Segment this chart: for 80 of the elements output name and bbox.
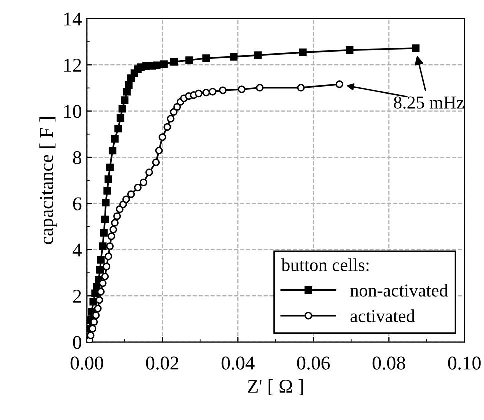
point — [155, 146, 164, 155]
point — [160, 60, 168, 68]
point — [202, 54, 210, 62]
point — [90, 298, 98, 306]
x-tick-label: 0.00 — [70, 356, 104, 370]
y-tick-label: 4 — [72, 244, 82, 257]
point — [90, 318, 98, 326]
point — [111, 135, 119, 143]
point — [108, 146, 117, 155]
point — [134, 184, 142, 192]
x-tick-label: 0.08 — [372, 356, 406, 370]
point — [96, 266, 104, 274]
point — [102, 262, 111, 271]
point — [146, 168, 154, 176]
point — [195, 90, 203, 98]
y-tick-label: 6 — [73, 198, 82, 211]
point — [122, 196, 130, 204]
point — [299, 48, 307, 56]
point — [170, 108, 178, 116]
point — [104, 252, 112, 260]
point — [125, 81, 133, 90]
point — [114, 125, 122, 133]
point — [174, 103, 182, 111]
point — [297, 84, 305, 92]
point — [104, 176, 112, 184]
y-tick-label: 10 — [64, 105, 82, 118]
legend-label: activated — [350, 310, 416, 322]
point — [116, 114, 125, 122]
point — [96, 296, 104, 304]
point — [118, 105, 126, 113]
point — [127, 190, 136, 198]
point — [186, 56, 194, 64]
y-tick-label: 14 — [64, 12, 82, 26]
point — [94, 304, 102, 313]
point — [108, 232, 116, 240]
point — [114, 212, 122, 220]
point — [164, 123, 172, 132]
point — [101, 272, 110, 281]
point — [167, 115, 175, 123]
point — [104, 187, 112, 195]
point — [256, 84, 264, 92]
point — [209, 88, 217, 96]
point — [412, 44, 420, 52]
point — [170, 58, 178, 66]
x-tick-label: 0.06 — [297, 356, 330, 370]
x-tick-label: 0.04 — [222, 356, 255, 370]
x-tick-label: 0.10 — [448, 356, 481, 370]
point — [152, 158, 160, 166]
point — [158, 134, 166, 142]
point — [219, 86, 227, 94]
point — [87, 332, 95, 340]
point — [120, 200, 128, 208]
point — [202, 89, 210, 97]
point — [101, 216, 110, 224]
point — [336, 80, 344, 88]
point — [230, 53, 238, 61]
point — [110, 226, 118, 234]
legend-label: non-activated — [350, 284, 448, 297]
point — [97, 256, 105, 264]
y-tick-label: 8 — [73, 151, 82, 164]
point — [102, 198, 110, 207]
y-tick-label: 12 — [64, 58, 82, 72]
point — [346, 46, 354, 54]
y-tick-label: 2 — [73, 290, 82, 303]
point — [92, 312, 100, 320]
point — [100, 229, 108, 237]
legend-title: button cells: — [282, 258, 369, 272]
point — [153, 62, 161, 70]
y-tick-label: 0 — [73, 336, 82, 350]
point — [254, 52, 262, 60]
x-axis-title: Z' [ Ω ] — [248, 379, 304, 396]
point — [106, 242, 114, 250]
y-axis-title: capacitance [ F ] — [40, 118, 58, 244]
point — [238, 86, 246, 94]
point — [140, 178, 148, 186]
point — [121, 96, 129, 104]
x-tick-label: 0.02 — [146, 356, 179, 370]
point — [106, 164, 114, 172]
point — [99, 242, 107, 250]
point — [111, 219, 119, 227]
